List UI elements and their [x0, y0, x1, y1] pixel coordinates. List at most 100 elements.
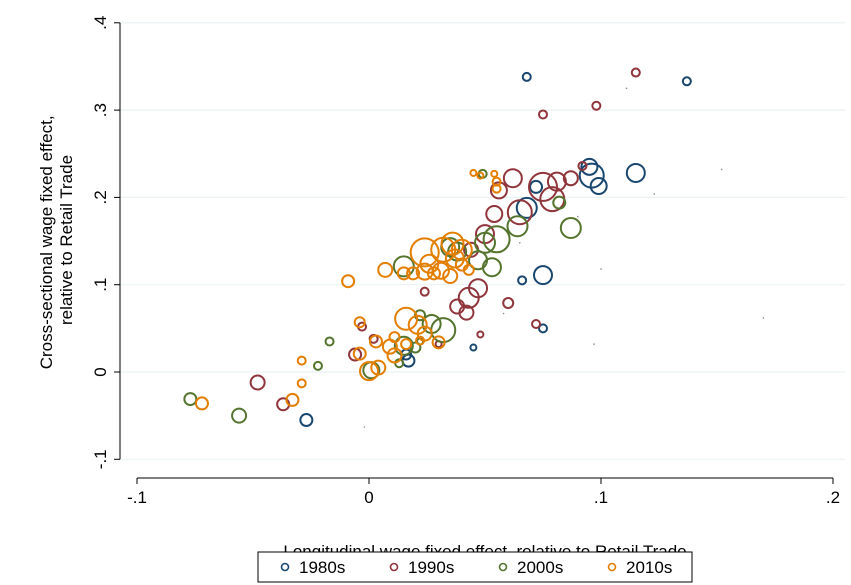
point-1990s — [528, 171, 558, 202]
point-1990s — [457, 286, 480, 309]
point-2010s — [353, 316, 366, 329]
legend-label-2000s: 2000s — [517, 558, 563, 577]
point-2010s — [409, 237, 440, 268]
point-2000s — [559, 216, 582, 239]
series-1980s — [299, 71, 692, 428]
point-2010s — [194, 396, 209, 411]
point-1990s — [562, 170, 579, 187]
point-1980s — [681, 76, 692, 87]
series-1990s — [249, 67, 641, 412]
x-tick-label: 0 — [364, 488, 373, 507]
tiny-point — [653, 193, 656, 195]
point-1980s — [515, 196, 538, 219]
tiny-point — [593, 343, 595, 345]
point-1990s — [489, 181, 508, 200]
point-1980s — [299, 413, 314, 428]
y-tick-label: .2 — [91, 190, 110, 204]
y-axis-title-line-1: Cross-sectional wage fixed effect, — [37, 115, 56, 369]
x-tick-label: -.1 — [127, 488, 147, 507]
point-2010s — [394, 306, 419, 331]
legend-marker-1990s — [389, 562, 399, 572]
point-2000s — [312, 360, 323, 371]
point-2010s — [386, 347, 403, 364]
point-1990s — [485, 204, 504, 223]
point-2010s — [359, 361, 379, 382]
point-2000s — [183, 392, 198, 407]
tiny-point — [519, 241, 521, 244]
point-2010s — [406, 266, 421, 281]
y-tick-label: 0 — [91, 367, 110, 376]
x-tick-label: .1 — [594, 488, 608, 507]
point-2000s — [393, 335, 414, 356]
data-points — [183, 67, 765, 428]
point-2000s — [481, 257, 502, 278]
point-1980s — [517, 275, 528, 286]
point-1990s — [506, 199, 533, 226]
point-1980s — [521, 71, 532, 82]
point-2010s — [370, 359, 387, 376]
legend-marker-2000s — [498, 562, 508, 572]
point-1990s — [249, 374, 266, 391]
x-tick-label: .2 — [826, 488, 840, 507]
point-2010s — [431, 261, 450, 280]
y-tick-label: .1 — [91, 278, 110, 292]
point-2010s — [341, 274, 356, 289]
point-1980s — [538, 323, 548, 334]
point-2000s — [324, 336, 335, 347]
point-2010s — [426, 266, 441, 281]
y-axis-title-line-2: relative to Retail Trade — [57, 155, 76, 325]
legend: 1980s 1990s 2000s 2010s — [257, 551, 693, 583]
point-1990s — [591, 100, 602, 111]
tiny-point — [762, 317, 765, 319]
point-2010s — [490, 169, 499, 178]
tiny-point — [502, 312, 505, 315]
axes: -.1 0 .1 .2 .3 .4 -.1 0 .1 .2 — [91, 16, 840, 507]
y-tick-label: .4 — [91, 16, 110, 30]
point-2010s — [377, 261, 394, 278]
tiny-point — [720, 168, 723, 171]
tiny-point — [600, 268, 602, 270]
tiny-point — [625, 87, 628, 90]
y-tick-label: -.1 — [91, 449, 110, 469]
point-1980s — [533, 265, 553, 286]
point-1980s — [580, 157, 599, 176]
point-1990s — [502, 168, 523, 189]
point-2010s — [296, 355, 307, 366]
point-2010s — [368, 334, 383, 349]
point-2010s — [415, 335, 426, 346]
point-2000s — [506, 215, 529, 238]
tiny-point — [577, 215, 579, 218]
point-1990s — [630, 67, 641, 78]
legend-box — [257, 551, 693, 583]
y-axis-title: Cross-sectional wage fixed effect, relat… — [37, 111, 76, 370]
point-1990s — [538, 109, 548, 120]
point-1990s — [577, 160, 588, 171]
gridlines — [120, 22, 845, 460]
point-1980s — [469, 343, 478, 352]
point-1980s — [589, 177, 608, 196]
point-2010s — [431, 335, 446, 350]
point-2000s — [392, 255, 415, 278]
legend-label-2010s: 2010s — [626, 558, 672, 577]
point-2010s — [476, 171, 485, 180]
point-2010s — [396, 266, 411, 281]
point-2000s — [482, 225, 511, 254]
point-2010s — [442, 267, 459, 284]
tiny-point — [363, 426, 366, 428]
point-1990s — [502, 297, 515, 310]
series-2010s — [194, 168, 502, 411]
point-2010s — [491, 183, 502, 194]
legend-label-1980s: 1980s — [299, 558, 345, 577]
point-1980s — [529, 179, 544, 194]
point-2000s — [474, 231, 496, 254]
point-2010s — [462, 263, 475, 276]
point-2010s — [285, 392, 300, 407]
point-2010s — [352, 346, 367, 361]
point-1990s — [476, 330, 485, 339]
point-1990s — [531, 318, 542, 329]
legend-marker-2010s — [607, 562, 617, 572]
point-2010s — [469, 168, 478, 177]
point-2010s — [400, 338, 413, 351]
